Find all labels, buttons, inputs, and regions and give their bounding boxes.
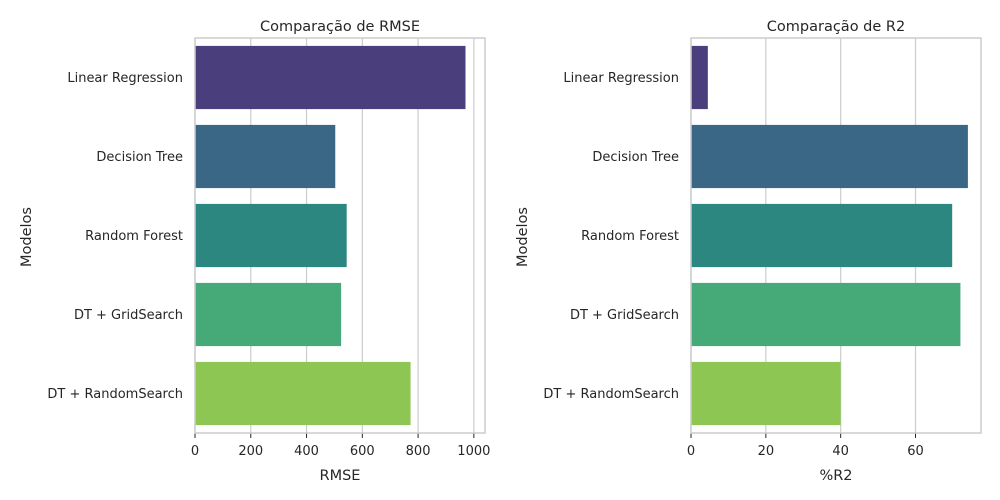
rmse-category-label: DT + GridSearch [74,308,183,323]
r2-x-axis-label: %R2 [819,468,852,484]
rmse-x-tick-label: 200 [238,444,263,459]
r2-category-label: Random Forest [581,229,679,244]
rmse-bar-dt-gridsearch [195,282,342,347]
rmse-chart-title: Comparação de RMSE [260,19,420,35]
rmse-bar-decision-tree [195,124,336,189]
r2-category-label: Decision Tree [592,150,679,165]
r2-category-label: DT + GridSearch [570,308,679,323]
rmse-bar-random-forest [195,203,347,268]
r2-x-tick-label: 60 [907,444,924,459]
rmse-bar-linear-regression [195,45,466,110]
r2-x-tick-label: 20 [758,444,775,459]
r2-x-tick-label: 0 [687,444,695,459]
r2-plot-frame [690,37,982,434]
rmse-bar-dt-randomsearch [195,361,411,426]
rmse-x-tick-label: 800 [406,444,431,459]
r2-category-label: DT + RandomSearch [543,387,679,402]
r2-bar-decision-tree [691,124,968,189]
r2-bar-dt-gridsearch [691,282,961,347]
r2-chart: Comparação de R2 %R2 Modelos Linear Regr… [515,19,982,484]
rmse-plot-frame [194,37,486,434]
r2-bar-linear-regression [691,45,708,110]
rmse-chart: Comparação de RMSE RMSE Modelos Linear R… [19,19,490,484]
rmse-category-label: Random Forest [85,229,183,244]
rmse-x-tick-label: 600 [350,444,375,459]
r2-bar-random-forest [691,203,953,268]
rmse-category-label: Decision Tree [96,150,183,165]
rmse-x-tick-label: 1000 [457,444,490,459]
rmse-y-axis-label: Modelos [19,207,35,267]
rmse-category-label: Linear Regression [67,71,183,86]
r2-x-tick-label: 40 [832,444,849,459]
r2-chart-title: Comparação de R2 [767,19,905,35]
r2-y-axis-label: Modelos [515,207,531,267]
rmse-x-tick-label: 0 [191,444,199,459]
r2-category-label: Linear Regression [563,71,679,86]
r2-bar-dt-randomsearch [691,361,841,426]
rmse-category-label: DT + RandomSearch [47,387,183,402]
rmse-x-axis-label: RMSE [320,468,361,484]
rmse-x-tick-label: 400 [294,444,319,459]
